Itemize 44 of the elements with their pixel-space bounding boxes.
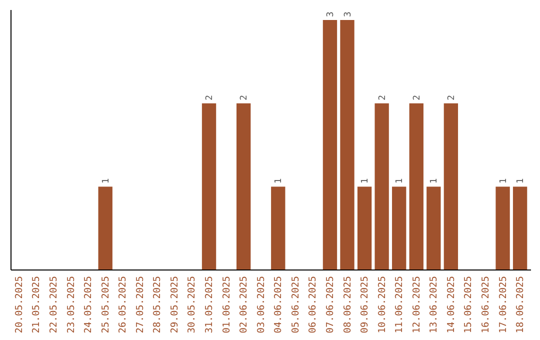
data-label: 3 xyxy=(326,12,336,17)
data-label: 1 xyxy=(498,178,509,184)
data-label: 3 xyxy=(343,12,354,17)
x-tick-label: 10.06.2025 xyxy=(376,276,388,334)
x-tick-label: 11.06.2025 xyxy=(394,276,406,334)
x-tick-label: 07.06.2025 xyxy=(324,276,336,334)
x-tick-label: 20.05.2025 xyxy=(14,276,25,334)
x-tick-label: 17.06.2025 xyxy=(498,276,509,334)
x-tick-label: 14.06.2025 xyxy=(446,276,457,334)
data-label: 1 xyxy=(516,178,526,184)
x-tick-label: 27.05.2025 xyxy=(134,276,146,334)
data-label: 2 xyxy=(446,94,457,100)
x-tick-label: 12.06.2025 xyxy=(411,276,422,334)
x-tick-label: 01.06.2025 xyxy=(221,276,232,334)
x-tick-label: 09.06.2025 xyxy=(360,276,371,334)
data-label: 1 xyxy=(360,178,371,184)
x-tick-label: 22.05.2025 xyxy=(48,276,60,334)
x-tick-label: 06.06.2025 xyxy=(308,276,319,334)
x-tick-label: 16.06.2025 xyxy=(480,276,492,334)
x-tick-label: 23.05.2025 xyxy=(66,276,77,334)
x-tick-label: 05.06.2025 xyxy=(290,276,302,334)
x-tick-label: 13.06.2025 xyxy=(428,276,440,334)
data-label: 1 xyxy=(274,178,284,184)
x-tick-label: 03.06.2025 xyxy=(256,276,267,334)
x-tick-label: 26.05.2025 xyxy=(118,276,129,334)
x-tick-label: 08.06.2025 xyxy=(342,276,354,334)
data-label: 1 xyxy=(430,178,440,184)
x-tick-label: 15.06.2025 xyxy=(463,276,474,334)
data-label: 2 xyxy=(378,94,388,100)
x-tick-label: 25.05.2025 xyxy=(100,276,112,334)
x-tick-label: 31.05.2025 xyxy=(204,276,216,334)
x-tick-label: 18.06.2025 xyxy=(515,276,526,334)
data-label: 2 xyxy=(240,94,250,100)
data-label: 2 xyxy=(412,94,422,100)
x-tick-label: 30.05.2025 xyxy=(186,276,198,334)
data-label: 1 xyxy=(101,178,112,184)
x-tick-label: 28.05.2025 xyxy=(152,276,164,334)
x-tick-label: 21.05.2025 xyxy=(31,276,42,334)
x-tick-label: 02.06.2025 xyxy=(238,276,250,334)
x-tick-label: 29.05.2025 xyxy=(169,276,180,334)
x-tick-label: 24.05.2025 xyxy=(83,276,94,334)
x-tick-label: 04.06.2025 xyxy=(273,276,284,334)
data-label: 2 xyxy=(205,94,216,100)
data-label: 1 xyxy=(395,178,406,184)
